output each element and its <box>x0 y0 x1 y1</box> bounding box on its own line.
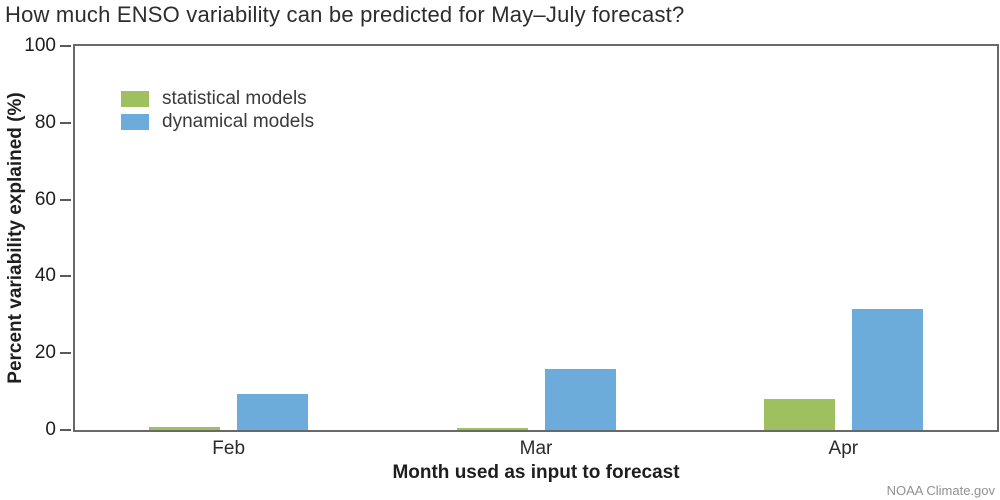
chart-title: How much ENSO variability can be predict… <box>5 2 685 27</box>
bar-statistical-mar <box>456 428 528 430</box>
legend-item-dynamical: dynamical models <box>121 111 315 132</box>
x-tick-label-apr: Apr <box>828 438 859 459</box>
y-tick <box>60 121 71 124</box>
y-tick <box>60 352 71 355</box>
legend: statistical models dynamical models <box>121 88 315 136</box>
y-tick-label: 60 <box>34 188 56 210</box>
bar-dynamical-mar <box>544 369 616 430</box>
legend-swatch-statistical-icon <box>121 90 149 107</box>
plot-area: statistical models dynamical models <box>73 44 999 432</box>
legend-item-statistical: statistical models <box>121 88 314 109</box>
y-tick <box>60 45 71 47</box>
y-tick <box>60 275 71 278</box>
y-tick-label: 40 <box>34 265 56 287</box>
bar-dynamical-apr <box>851 309 923 430</box>
y-tick-label: 100 <box>24 35 56 56</box>
legend-label-dynamical: dynamical models <box>162 111 315 132</box>
attribution: NOAA Climate.gov <box>886 483 995 498</box>
y-tick-label: 20 <box>34 342 56 364</box>
x-axis-label: Month used as input to forecast <box>392 462 680 483</box>
y-tick <box>60 198 71 201</box>
x-tick-label-feb: Feb <box>212 438 246 459</box>
bar-statistical-apr <box>763 399 835 430</box>
bar-dynamical-feb <box>237 394 309 430</box>
legend-swatch-dynamical-icon <box>121 113 149 130</box>
x-tick-label-mar: Mar <box>519 438 553 459</box>
bar-statistical-feb <box>149 427 221 430</box>
legend-label-statistical: statistical models <box>162 88 307 109</box>
y-tick-label: 80 <box>34 111 56 133</box>
y-tick-label: 0 <box>45 419 56 440</box>
y-axis-label: Percent variability explained (%) <box>5 92 26 384</box>
y-tick <box>60 429 71 431</box>
